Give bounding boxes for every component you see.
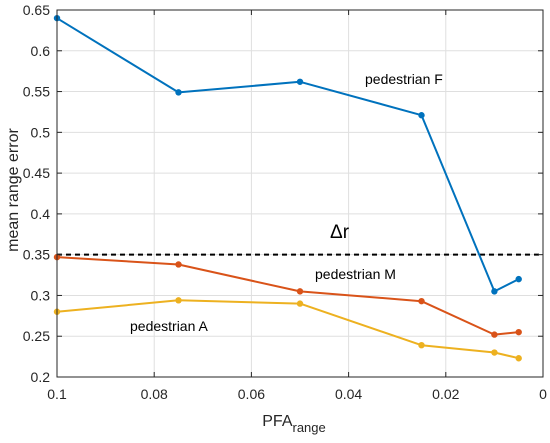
annotation-label: pedestrian F [365,71,443,87]
plot-frame [56,9,544,378]
y-tick-label: 0.4 [31,206,51,222]
data-point [175,261,182,268]
axes-frame [56,9,544,378]
y-tick-label: 0.55 [23,84,50,100]
series-group [53,14,522,362]
data-point [418,341,425,349]
data-point [515,355,522,362]
y-axis-label: mean range error [5,128,22,252]
data-point [515,275,522,283]
x-tick-label: 0 [539,386,547,402]
x-tick-labels: 0.1 0.08 0.06 0.04 0.02 0 [47,386,547,402]
data-point [491,349,498,356]
data-point [491,331,498,338]
data-point [296,78,304,85]
x-axis-label-subscript: range [292,420,325,435]
x-tick-label: 0.06 [238,386,265,402]
y-tick-label: 0.35 [23,247,50,263]
annotation-label: pedestrian M [315,266,396,282]
x-tick-label: 0.04 [335,386,362,402]
y-tick-label: 0.2 [31,369,51,385]
data-point [491,288,498,295]
data-point [515,328,522,336]
x-tick-label: 0.02 [432,386,459,402]
x-axis-label: PFArange [262,413,325,435]
y-tick-label: 0.65 [23,2,50,18]
y-tick-label: 0.5 [31,124,51,140]
y-tick-labels: 0.2 0.25 0.3 0.35 0.4 0.45 0.5 0.55 0.6 0.65 [23,2,50,385]
y-tick-label: 0.45 [23,165,50,181]
reference-line-label: Δr [330,222,350,243]
data-point [175,297,182,304]
data-point [418,297,425,305]
x-axis-label-main: PFA [262,413,293,430]
x-tick-label: 0.08 [141,386,168,402]
y-tick-label: 0.25 [23,328,50,344]
data-point [296,300,304,307]
data-point [175,89,182,96]
series-line-3 [56,299,519,360]
y-tick-label: 0.3 [31,287,51,303]
series-line-2 [56,256,519,336]
data-point [296,288,304,295]
x-tick-label: 0.1 [47,386,67,402]
data-point [418,112,425,119]
series-line-1 [56,17,520,293]
annotations: pedestrian F pedestrian M pedestrian A Δr [130,71,443,334]
y-tick-label: 0.6 [31,43,51,59]
annotation-label: pedestrian A [130,318,208,334]
